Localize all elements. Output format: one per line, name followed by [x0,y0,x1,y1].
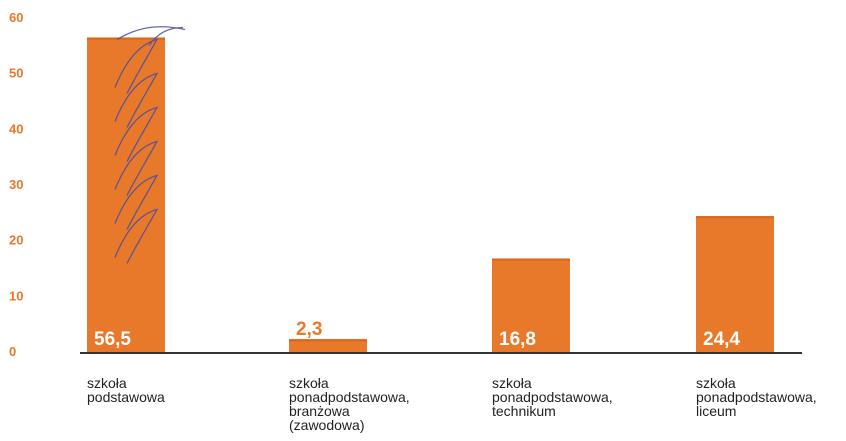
scribble-marks [114,26,186,264]
x-category-label: szkoła ponadpodstawowa, liceum [696,375,817,419]
x-category-label-line: ponadpodstawowa, [492,389,613,405]
bar [87,37,165,352]
scribble-stroke [114,140,159,196]
bar-top-edge [696,216,774,219]
bar-top-edge [289,339,367,342]
x-category-label-line: ponadpodstawowa, [289,389,410,405]
bar-top-edge [492,258,570,261]
scribble-stroke [114,174,159,230]
value-label: 24,4 [703,329,740,350]
scribble-stroke [114,38,159,94]
x-category-label-line: technikum [492,403,556,419]
y-tick-label: 30 [9,177,23,192]
y-tick-label: 0 [9,344,16,359]
x-category-label-line: szkoła [696,375,736,391]
scribble-stroke [114,208,159,264]
x-category-label-line: liceum [696,403,736,419]
y-tick-label: 10 [9,288,23,303]
value-label: 2,3 [296,319,322,340]
x-category-label-line: szkoła [289,375,329,391]
x-category-label-line: ponadpodstawowa, [696,389,817,405]
x-category-label-line: szkoła [87,375,127,391]
x-category-label: szkoła ponadpodstawowa, branżowa (zawodowa) [289,375,410,433]
bar [696,216,774,352]
value-label: 56,5 [94,329,131,350]
x-category-label-line: podstawowa [87,389,165,405]
x-category-label-line: branżowa [289,403,350,419]
bar [492,258,570,352]
bar [289,339,367,352]
scribble-stroke [114,106,159,162]
x-category-label-line: szkoła [492,375,532,391]
y-tick-label: 50 [9,66,23,81]
bar-top-edge [87,37,165,40]
y-tick-label: 20 [9,233,23,248]
x-category-label: szkoła podstawowa [87,375,165,405]
y-tick-label: 40 [9,121,23,136]
y-tick-label: 60 [9,10,23,25]
value-label: 16,8 [499,329,536,350]
x-category-label-line: (zawodowa) [289,417,364,433]
x-category-label: szkoła ponadpodstawowa, technikum [492,375,613,419]
scribble-stroke [148,26,184,46]
scribble-stroke [114,72,159,128]
